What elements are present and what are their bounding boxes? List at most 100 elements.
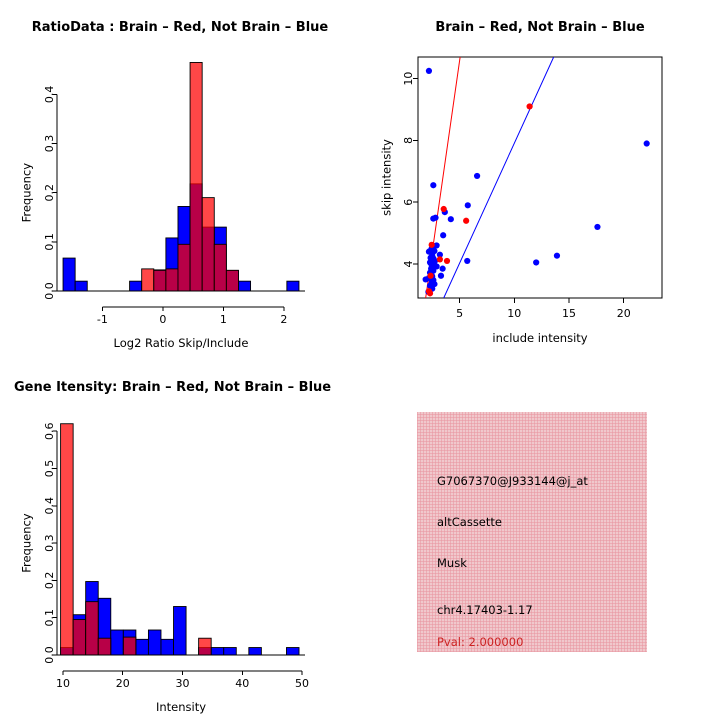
ratio-hist-title: RatioData : Brain – Red, Not Brain – Blu…	[31, 20, 329, 35]
scatter-point-not-brain	[643, 140, 650, 147]
histogram-bar-brain	[213, 243, 227, 292]
panel-gene-histogram: Gene Itensity: Brain – Red, Not Brain – …	[0, 360, 360, 720]
histogram-bar-not-brain	[147, 629, 162, 656]
y-tick-label: 0.5	[43, 460, 56, 478]
y-tick-label: 6	[402, 199, 415, 206]
histogram-bar-not-brain	[286, 280, 300, 292]
info-box: G7067370@J933144@j_at altCassette Musk c…	[417, 412, 647, 652]
histogram-bar-not-brain	[129, 280, 143, 292]
gene-hist-plot: 0.0 0.1 0.2 0.3 0.4 0.5 0.6 Frequency 10 20 30 40 50…	[20, 422, 310, 714]
x-axis-title: Log2 Ratio Skip/Include	[114, 336, 249, 350]
scatter-point-not-brain	[473, 172, 481, 180]
y-tick-label: 0.6	[43, 422, 56, 440]
y-axis-title: Frequency	[20, 513, 34, 573]
x-tick-label: 20	[116, 677, 130, 690]
histogram-bar-not-brain	[110, 629, 124, 656]
y-tick-label: 0.1	[43, 609, 56, 627]
scatter-title: Brain – Red, Not Brain – Blue	[435, 20, 645, 35]
scatter-point-brain	[440, 205, 447, 213]
histogram-bar-not-brain	[173, 606, 187, 656]
x-tick-label: 40	[235, 677, 249, 690]
scatter-point-not-brain	[425, 67, 433, 74]
scatter-point-not-brain	[430, 215, 437, 222]
scatter-point-not-brain	[440, 232, 447, 239]
scatter-point-brain	[426, 290, 434, 297]
histogram-bar-brain	[97, 637, 112, 656]
x-tick-label: 20	[617, 307, 631, 320]
scatter-point-not-brain	[430, 182, 437, 189]
x-tick-label: 15	[562, 307, 576, 320]
scatter-point-brain	[443, 257, 451, 265]
x-tick-label: 1	[220, 313, 227, 326]
y-tick-label: 0.3	[43, 534, 56, 552]
histogram-bar-not-brain	[62, 257, 76, 292]
histogram-bar-brain	[141, 268, 155, 292]
x-tick-label: 10	[56, 677, 70, 690]
histogram-bar-not-brain	[74, 280, 88, 292]
scatter-point-not-brain	[553, 252, 561, 259]
x-tick-label: -1	[97, 313, 108, 326]
scatter-point-not-brain	[464, 202, 471, 209]
histogram-bar-brain	[189, 62, 203, 292]
scatter-point-not-brain	[594, 223, 601, 231]
scatter-point-not-brain	[422, 276, 429, 283]
histogram-bar-brain	[85, 601, 99, 656]
y-tick-label: 10	[402, 72, 415, 86]
histogram-bar-brain	[153, 269, 167, 292]
y-tick-label: 4	[402, 261, 415, 268]
scatter-point-not-brain	[433, 263, 440, 270]
histogram-bar-brain	[60, 423, 74, 656]
histogram-bar-not-brain	[160, 638, 174, 656]
histogram-bar-brain	[122, 636, 137, 656]
x-tick-label: 5	[456, 307, 463, 320]
x-tick-label: 30	[175, 677, 189, 690]
histogram-bar-brain	[225, 269, 239, 292]
x-tick-label: 50	[295, 677, 309, 690]
gene-hist-title: Gene Itensity: Brain – Red, Not Brain – …	[14, 380, 332, 395]
event-type-text: altCassette	[437, 515, 502, 529]
histogram-bar-brain	[165, 268, 179, 292]
y-axis-title: Frequency	[20, 163, 34, 223]
y-tick-label: 0.3	[43, 135, 56, 153]
not-brain-fit-line	[443, 57, 555, 298]
x-tick-label: 2	[280, 313, 287, 326]
scatter-point-not-brain	[437, 272, 445, 279]
scatter-point-not-brain	[439, 265, 446, 272]
scatter-point-brain	[427, 272, 434, 279]
y-tick-label: 0.0	[43, 282, 56, 300]
histogram-bar-not-brain	[248, 647, 262, 656]
y-tick-label: 8	[402, 137, 415, 144]
histogram-bar-brain	[177, 243, 191, 292]
y-tick-label: 0.2	[43, 184, 56, 202]
scatter-point-brain	[436, 256, 443, 263]
pval-text: Pval: 2.000000	[437, 635, 524, 649]
histogram-bar-brain	[201, 197, 215, 292]
panel-ratio-histogram: RatioData : Brain – Red, Not Brain – Blu…	[0, 0, 360, 360]
scatter-plot: 4 6 8 10 skip intensity 5 10 15 20 include intens…	[380, 56, 663, 345]
x-axis-title: Intensity	[156, 700, 206, 714]
y-tick-label: 0.2	[43, 572, 56, 590]
scatter-point-not-brain	[464, 257, 471, 265]
y-tick-label: 0.4	[43, 497, 56, 515]
scatter-plot-box	[417, 56, 663, 299]
histogram-bar-not-brain	[238, 280, 252, 292]
ratio-hist-plot: 0.0 0.1 0.2 0.3 0.4 Frequency -1 0 1 2 Log2 Ratio …	[20, 62, 305, 350]
y-tick-label: 0.0	[43, 646, 56, 664]
histogram-bar-brain	[72, 619, 87, 656]
scatter-point-not-brain	[436, 251, 443, 258]
histogram-bar-not-brain	[135, 638, 149, 656]
histogram-bar-not-brain	[210, 647, 225, 656]
scatter-point-not-brain	[447, 216, 454, 223]
scatter-point-not-brain	[533, 259, 540, 266]
scatter-point-brain	[526, 103, 533, 110]
locus-text: chr4.17403-1.17	[437, 603, 533, 617]
histogram-bar-not-brain	[286, 647, 300, 656]
x-axis-title: include intensity	[492, 331, 587, 345]
histogram-bar-not-brain	[223, 647, 237, 656]
y-tick-label: 0.4	[43, 86, 56, 104]
y-axis-title: skip intensity	[380, 139, 394, 216]
x-tick-label: 10	[507, 307, 521, 320]
x-tick-label: 0	[159, 313, 166, 326]
gene-symbol-text: Musk	[437, 556, 467, 570]
